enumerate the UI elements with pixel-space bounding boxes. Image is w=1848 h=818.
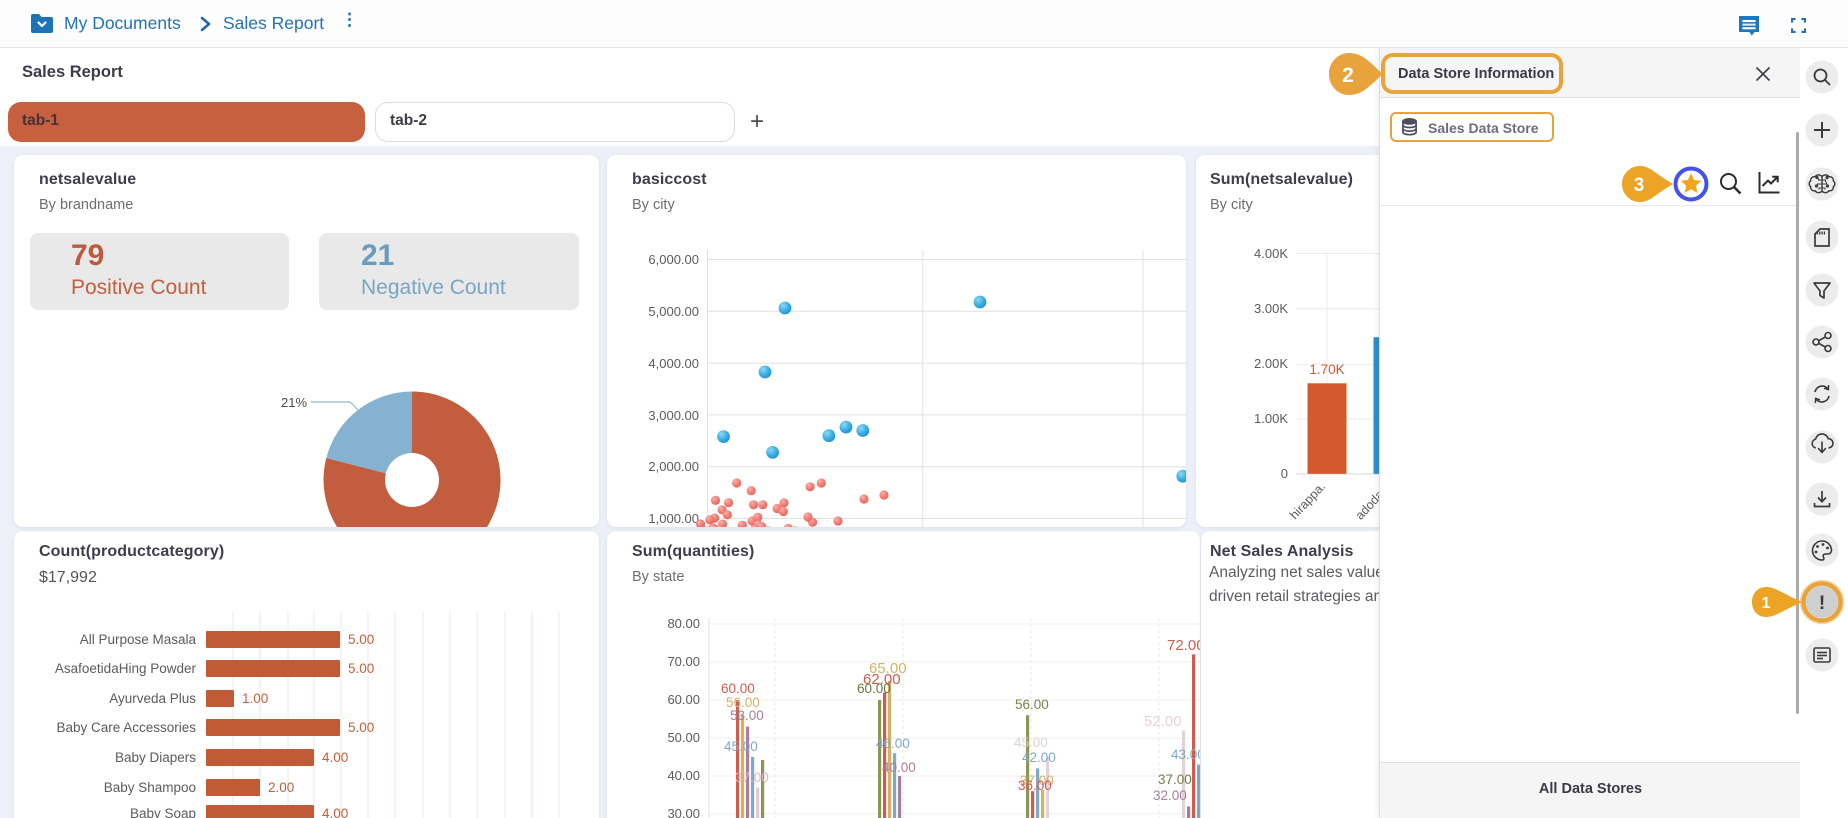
svg-text:Baby Diapers: Baby Diapers xyxy=(115,750,196,765)
svg-text:2: 2 xyxy=(1342,64,1354,87)
svg-text:62.00: 62.00 xyxy=(863,671,901,688)
svg-text:3.00K: 3.00K xyxy=(1254,301,1288,316)
svg-text:60.00: 60.00 xyxy=(667,692,700,707)
svg-text:1,000.00: 1,000.00 xyxy=(648,511,699,526)
svg-text:5.00: 5.00 xyxy=(348,720,374,735)
svg-text:AsafoetidaHing Powder: AsafoetidaHing Powder xyxy=(55,661,197,676)
svg-text:45.00: 45.00 xyxy=(724,739,758,754)
svg-text:1.70K: 1.70K xyxy=(1309,362,1344,377)
svg-text:0: 0 xyxy=(1281,466,1288,481)
svg-text:36.00: 36.00 xyxy=(1018,778,1052,793)
svg-text:5,000.00: 5,000.00 xyxy=(648,304,699,319)
svg-text:32.00: 32.00 xyxy=(1153,788,1187,803)
svg-text:50.00: 50.00 xyxy=(667,730,700,745)
svg-text:!: ! xyxy=(1819,593,1825,614)
svg-text:2,000.00: 2,000.00 xyxy=(648,459,699,474)
svg-text:80.00: 80.00 xyxy=(667,616,700,631)
svg-text:60.00: 60.00 xyxy=(857,681,891,696)
svg-text:37.00: 37.00 xyxy=(735,770,769,785)
svg-text:5.00: 5.00 xyxy=(348,632,374,647)
svg-text:40.00: 40.00 xyxy=(667,768,700,783)
svg-text:3,000.00: 3,000.00 xyxy=(648,408,699,423)
svg-text:21%: 21% xyxy=(281,395,307,410)
svg-text:70.00: 70.00 xyxy=(667,654,700,669)
svg-text:5.00: 5.00 xyxy=(348,661,374,676)
svg-text:65.00: 65.00 xyxy=(869,660,907,677)
svg-text:4.00K: 4.00K xyxy=(1254,246,1288,261)
svg-text:37.00: 37.00 xyxy=(1020,773,1054,788)
svg-text:1.00: 1.00 xyxy=(242,691,268,706)
svg-text:All Purpose Masala: All Purpose Masala xyxy=(80,632,197,647)
svg-text:4.00: 4.00 xyxy=(322,750,348,765)
svg-text:45.00: 45.00 xyxy=(1014,735,1048,750)
svg-text:56.00: 56.00 xyxy=(1015,697,1049,712)
svg-text:40.00: 40.00 xyxy=(882,760,916,775)
svg-text:4.00: 4.00 xyxy=(322,806,348,818)
svg-text:Ayurveda Plus: Ayurveda Plus xyxy=(109,691,196,706)
svg-text:43.00: 43.00 xyxy=(1171,747,1200,762)
svg-text:4,000.00: 4,000.00 xyxy=(648,356,699,371)
svg-text:Baby Soap: Baby Soap xyxy=(130,806,196,818)
svg-text:53.00: 53.00 xyxy=(730,708,764,723)
svg-text:Baby Shampoo: Baby Shampoo xyxy=(104,780,196,795)
svg-text:37.00: 37.00 xyxy=(1158,772,1192,787)
svg-text:72.00: 72.00 xyxy=(1167,637,1200,654)
svg-text:6,000.00: 6,000.00 xyxy=(648,252,699,267)
svg-text:46.00: 46.00 xyxy=(876,736,910,751)
svg-text:30.00: 30.00 xyxy=(667,806,700,818)
svg-text:56.00: 56.00 xyxy=(726,695,760,710)
svg-text:2.00: 2.00 xyxy=(268,780,294,795)
svg-text:52.00: 52.00 xyxy=(1144,713,1182,730)
svg-text:hirappa.: hirappa. xyxy=(1287,479,1328,522)
svg-text:1: 1 xyxy=(1762,595,1771,612)
svg-text:1.00K: 1.00K xyxy=(1254,411,1288,426)
svg-text:3: 3 xyxy=(1634,175,1645,196)
svg-text:Baby Care Accessories: Baby Care Accessories xyxy=(56,720,196,735)
svg-text:60.00: 60.00 xyxy=(721,681,755,696)
svg-text:2.00K: 2.00K xyxy=(1254,356,1288,371)
svg-text:42.00: 42.00 xyxy=(1022,750,1056,765)
